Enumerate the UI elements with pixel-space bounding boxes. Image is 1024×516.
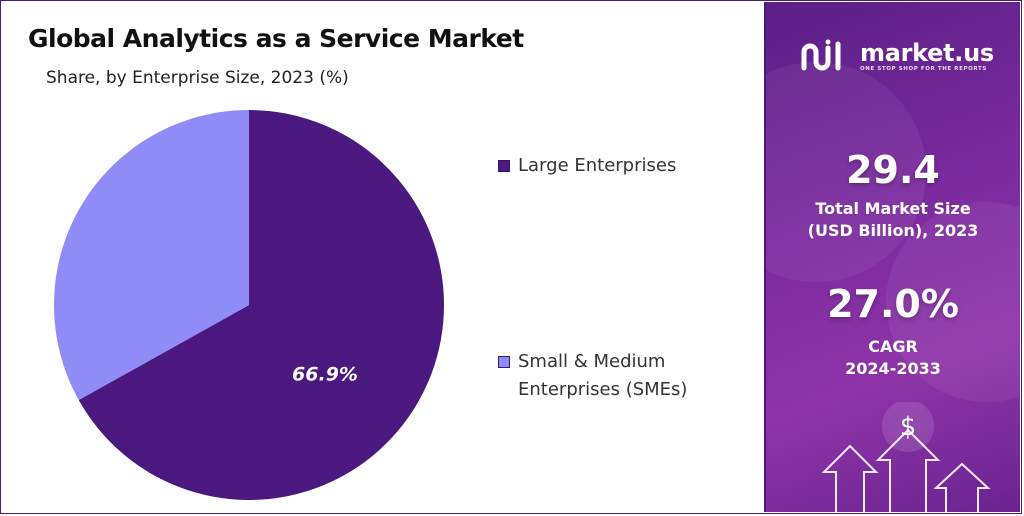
cagr-value: 27.0% bbox=[827, 282, 959, 326]
growth-arrows-icon: $ bbox=[821, 402, 991, 512]
brand-tagline: ONE STOP SHOP FOR THE REPORTS bbox=[860, 66, 987, 72]
legend-swatch bbox=[498, 160, 510, 172]
stats-panel: market.us ONE STOP SHOP FOR THE REPORTS … bbox=[766, 2, 1020, 512]
cagr-label: CAGR bbox=[868, 337, 918, 356]
cagr-stat: 27.0% CAGR 2024-2033 bbox=[766, 282, 1020, 380]
legend-label: Large Enterprises bbox=[518, 155, 677, 176]
pie-chart: 66.9% bbox=[53, 110, 445, 500]
dollar-icon: $ bbox=[900, 412, 917, 442]
legend-swatch bbox=[498, 356, 510, 368]
pie-slice-large-enterprises bbox=[78, 110, 445, 500]
legend-item-smes: Small & Medium Enterprises (SMEs) bbox=[498, 348, 718, 404]
pie-data-label: 66.9% bbox=[292, 364, 358, 386]
market-size-label-line1: Total Market Size bbox=[815, 199, 971, 218]
market-size-label-line2: (USD Billion), 2023 bbox=[807, 221, 979, 240]
pie-slice-smes bbox=[53, 110, 249, 401]
legend-item-large-enterprises: Large Enterprises bbox=[498, 152, 718, 180]
market-size-value: 29.4 bbox=[846, 148, 940, 192]
market-size-stat: 29.4 Total Market Size (USD Billion), 20… bbox=[766, 148, 1020, 242]
market-us-logo-icon bbox=[801, 39, 841, 71]
chart-panel: 66.9% Global Analytics as a Service Mark… bbox=[2, 2, 766, 512]
legend-label: Small & Medium Enterprises (SMEs) bbox=[518, 351, 688, 400]
chart-subtitle: Share, by Enterprise Size, 2023 (%) bbox=[46, 68, 349, 88]
brand-name: market.us bbox=[860, 39, 994, 67]
brand-logo: market.us ONE STOP SHOP FOR THE REPORTS bbox=[800, 38, 994, 74]
chart-title: Global Analytics as a Service Market bbox=[28, 24, 524, 53]
cagr-period: 2024-2033 bbox=[845, 359, 941, 378]
